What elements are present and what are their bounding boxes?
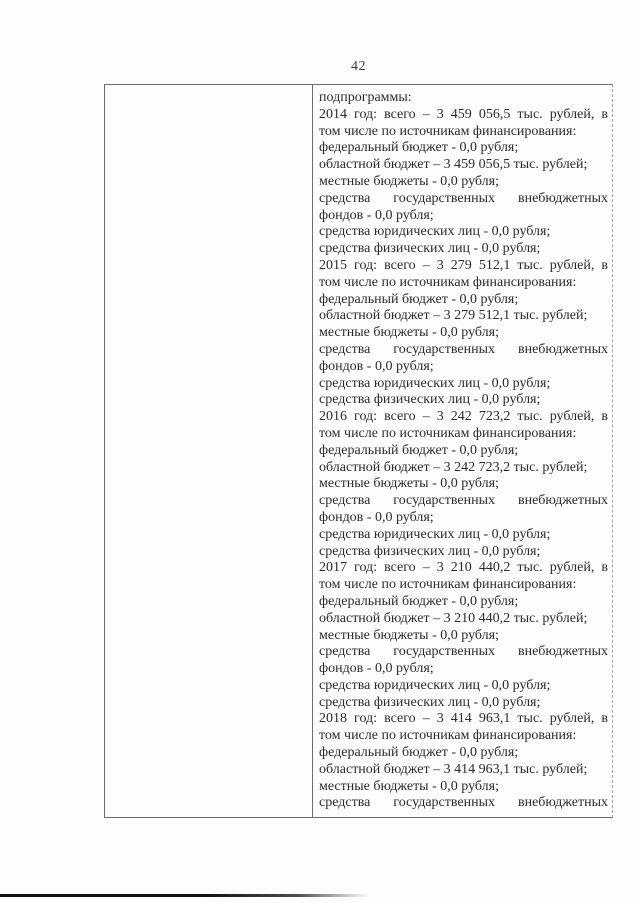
text-line: федеральный бюджет - 0,0 рубля; (319, 442, 519, 458)
text-line: областной бюджет – 3 279 512,1 тыс. рубл… (319, 308, 588, 324)
text-line: средства государственных внебюджетных (319, 493, 608, 509)
page-number: 42 (351, 59, 366, 74)
text-line: средства юридических лиц - 0,0 рубля; (319, 677, 551, 693)
text-line: средства юридических лиц - 0,0 рубля; (319, 375, 551, 391)
text-line: местные бюджеты - 0,0 рубля; (319, 476, 499, 492)
text-line: том числе по источникам финансирования: (319, 728, 577, 744)
text-line: областной бюджет – 3 414 963,1 тыс. рубл… (319, 761, 588, 777)
text-line: 2017 год: всего – 3 210 440,2 тыс. рубле… (319, 560, 608, 576)
text-line: 2018 год: всего – 3 414 963,1 тыс. рубле… (319, 711, 608, 727)
text-line: областной бюджет – 3 210 440,2 тыс. рубл… (319, 610, 588, 626)
text-line: фондов - 0,0 рубля; (319, 509, 434, 525)
text-line: местные бюджеты - 0,0 рубля; (319, 325, 499, 341)
text-line: 2015 год: всего – 3 279 512,1 тыс. рубле… (319, 257, 608, 273)
text-line: средства физических лиц - 0,0 рубля; (319, 543, 541, 559)
table-left-cell (105, 85, 313, 817)
text-line: том числе по источникам финансирования: (319, 123, 577, 139)
text-line: том числе по источникам финансирования: (319, 577, 577, 593)
text-line: фондов - 0,0 рубля; (319, 661, 434, 677)
text-line: местные бюджеты - 0,0 рубля; (319, 173, 499, 189)
text-line: фондов - 0,0 рубля; (319, 358, 434, 374)
content-table: подпрограммы: 2014 год: всего – 3 459 056… (104, 84, 613, 818)
right-cell-text: подпрограммы: 2014 год: всего – 3 459 056… (319, 90, 608, 812)
text-line: том числе по источникам финансирования: (319, 274, 577, 290)
text-line: средства государственных внебюджетных (319, 795, 608, 811)
text-line: фондов - 0,0 рубля; (319, 207, 434, 223)
text-line: 2014 год: всего – 3 459 056,5 тыс. рубле… (319, 106, 608, 122)
table-right-cell: подпрограммы: 2014 год: всего – 3 459 056… (313, 85, 612, 817)
text-line: федеральный бюджет - 0,0 рубля; (319, 140, 519, 156)
text-line: областной бюджет – 3 242 723,2 тыс. рубл… (319, 459, 588, 475)
text-line: областной бюджет – 3 459 056,5 тыс. рубл… (319, 157, 588, 173)
text-line: средства государственных внебюджетных (319, 341, 608, 357)
text-line: федеральный бюджет - 0,0 рубля; (319, 745, 519, 761)
text-line: федеральный бюджет - 0,0 рубля; (319, 593, 519, 609)
text-line: средства физических лиц - 0,0 рубля; (319, 694, 541, 710)
text-line: средства государственных внебюджетных (319, 190, 608, 206)
text-line: подпрограммы: (319, 90, 412, 105)
text-line: средства физических лиц - 0,0 рубля; (319, 241, 541, 257)
text-line: средства физических лиц - 0,0 рубля; (319, 392, 541, 408)
text-line: средства юридических лиц - 0,0 рубля; (319, 526, 551, 542)
text-line: том числе по источникам финансирования: (319, 425, 577, 441)
text-line: местные бюджеты - 0,0 рубля; (319, 778, 499, 794)
text-line: 2016 год: всего – 3 242 723,2 тыс. рубле… (319, 409, 608, 425)
text-line: средства юридических лиц - 0,0 рубля; (319, 224, 551, 240)
footer-rule (0, 894, 372, 897)
text-line: средства государственных внебюджетных (319, 644, 608, 660)
text-line: местные бюджеты - 0,0 рубля; (319, 627, 499, 643)
text-line: федеральный бюджет - 0,0 рубля; (319, 291, 519, 307)
